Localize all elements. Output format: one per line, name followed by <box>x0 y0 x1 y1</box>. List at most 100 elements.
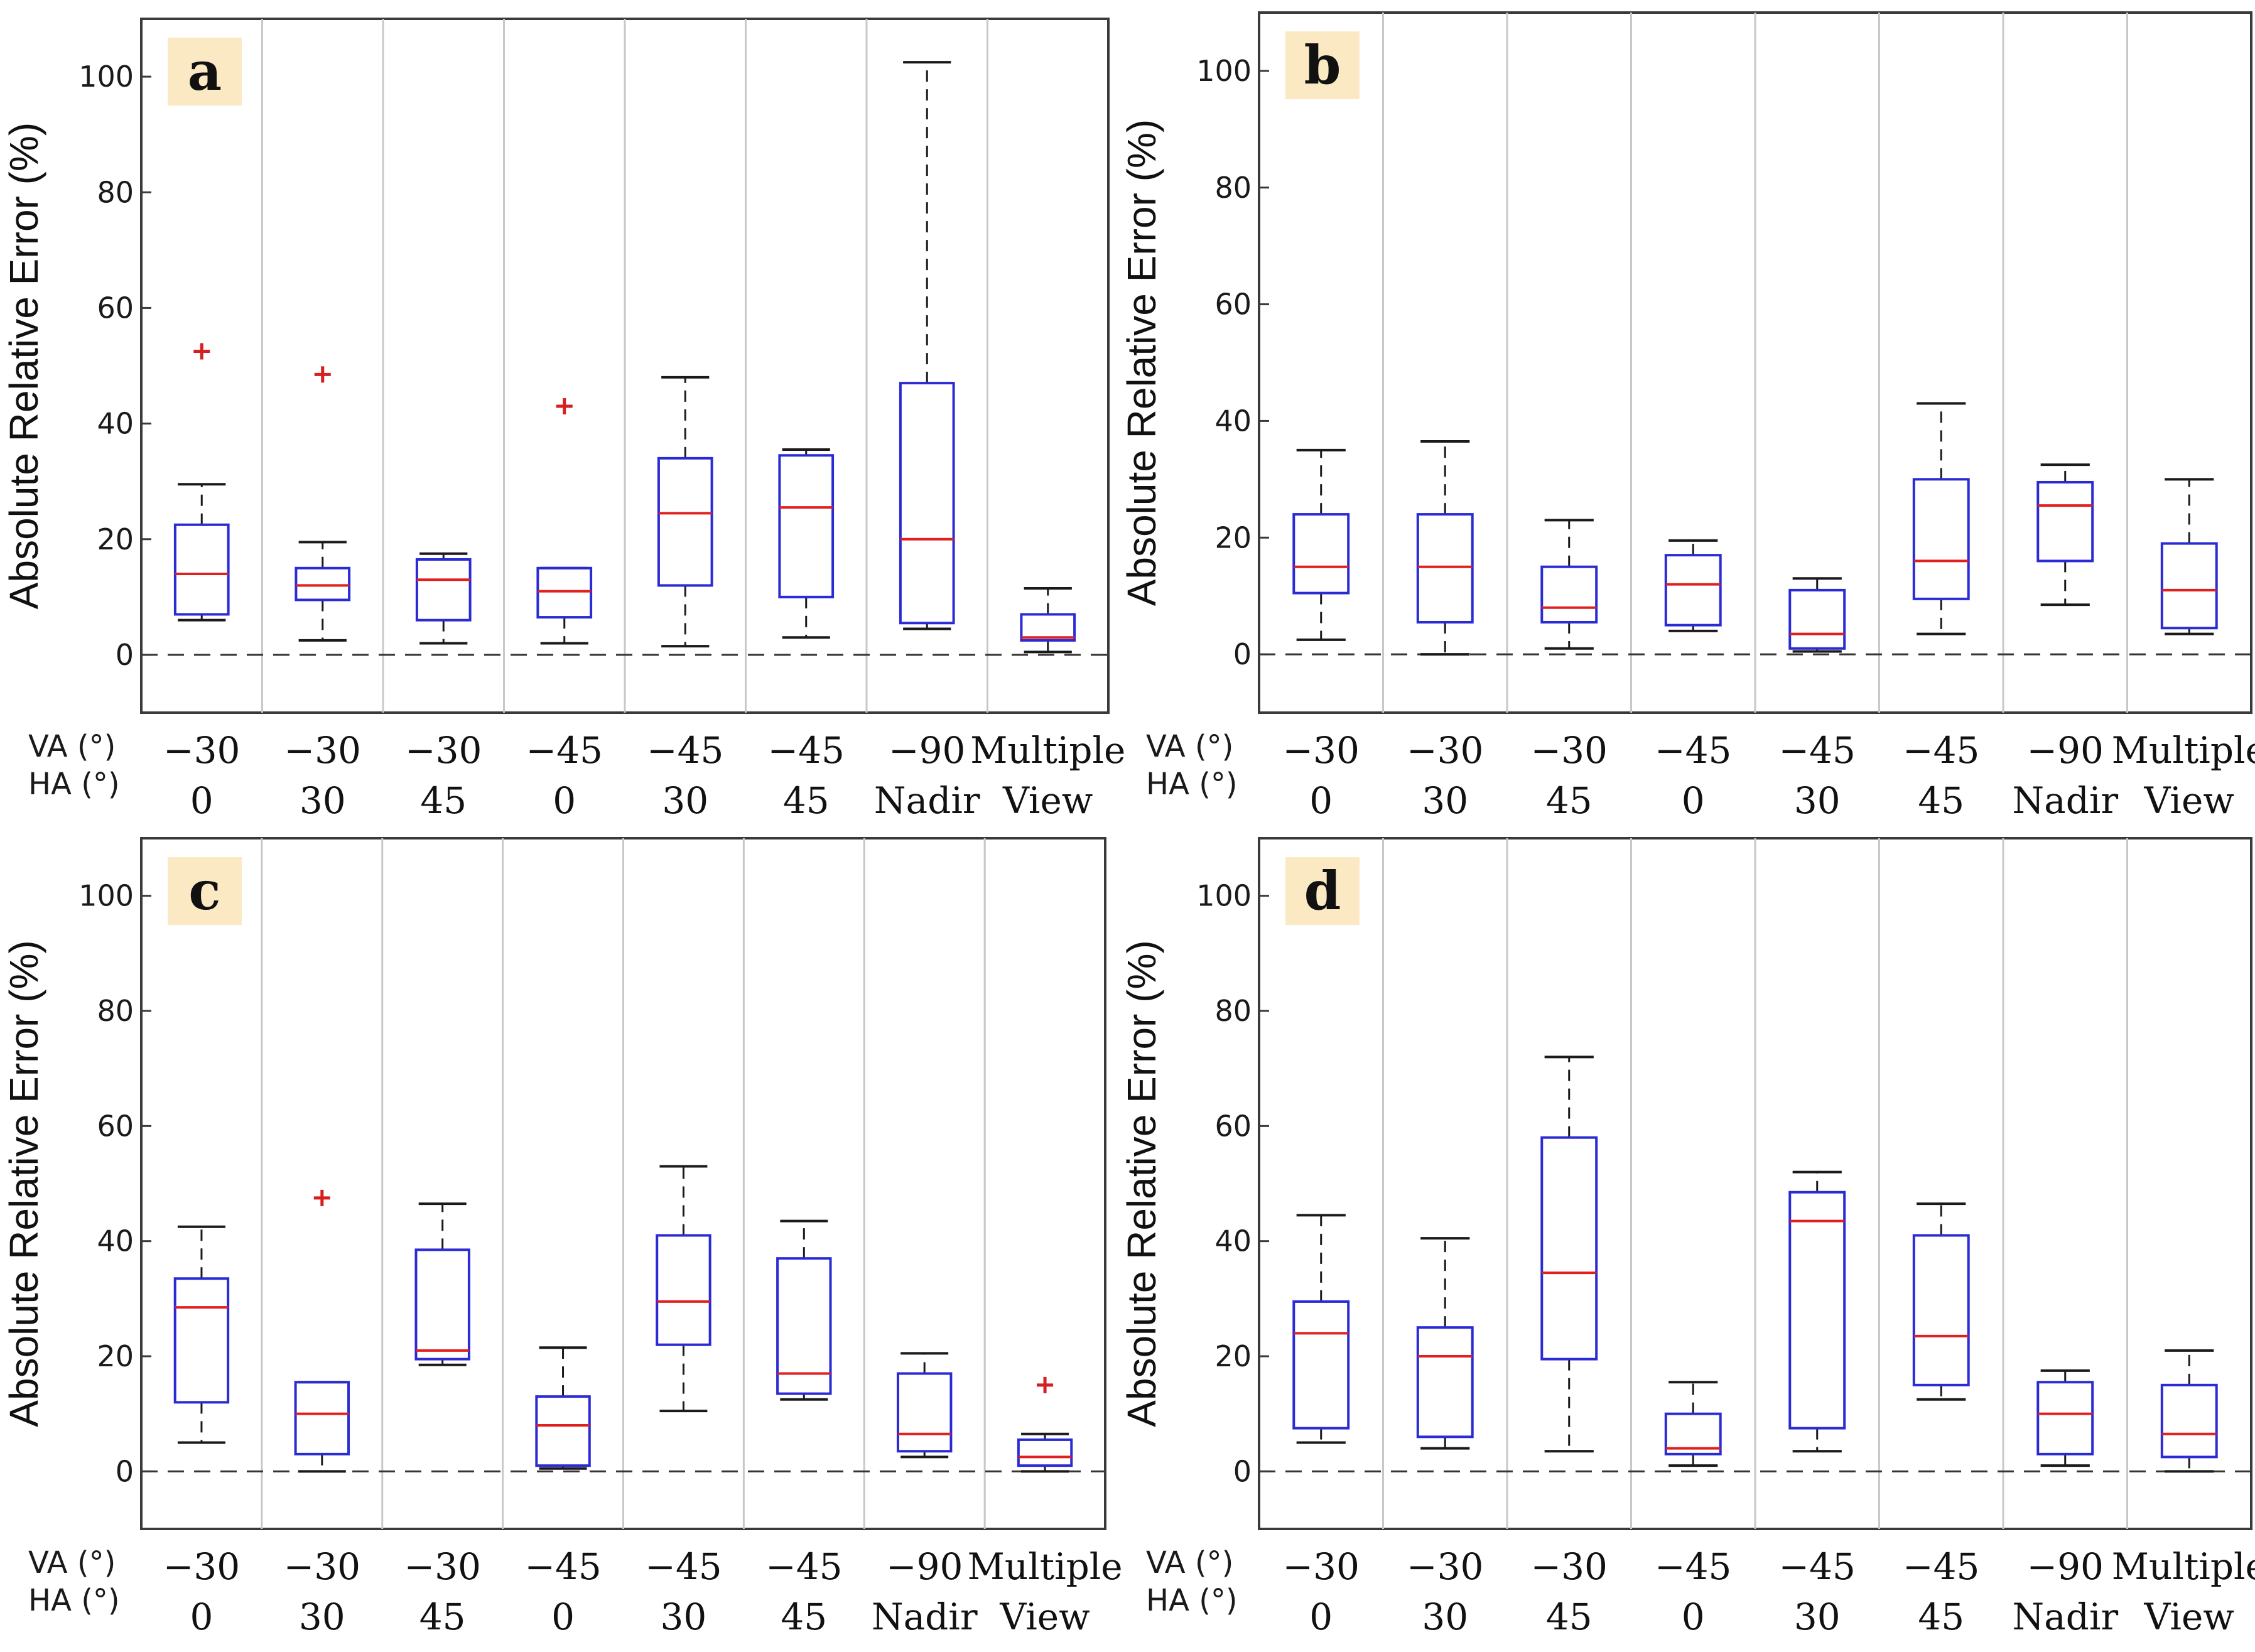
category-va-label: −30 <box>404 1545 480 1588</box>
y-tick-label: 80 <box>97 994 134 1028</box>
y-tick-label: 100 <box>1196 879 1252 913</box>
category-va-label: −45 <box>524 1545 601 1588</box>
box-iqr <box>1292 513 1350 595</box>
category-va-label: −45 <box>1655 1545 1731 1588</box>
category-va-label: −30 <box>1531 1545 1608 1588</box>
box-iqr <box>1664 554 1722 627</box>
y-axis-label: Absolute Relative Error (%) <box>1 122 46 609</box>
category-ha-label: 0 <box>1682 779 1705 822</box>
category-ha-label: View <box>2144 779 2234 822</box>
panel-label: a <box>188 40 222 102</box>
y-tick-label: 0 <box>1233 637 1252 671</box>
box-iqr <box>1788 1190 1846 1430</box>
category-va-label: −30 <box>163 729 240 772</box>
panel-c: 0 20 40 60 80 100 Absolute Relative Error (%) c… <box>1 837 1123 1638</box>
box-iqr <box>1540 1136 1598 1361</box>
box-iqr <box>2160 542 2218 630</box>
box-iqr <box>535 1395 591 1467</box>
category-va-label: −30 <box>284 729 361 772</box>
panel-d: 0 20 40 60 80 100 Absolute Relative Error (%) d… <box>1119 837 2255 1638</box>
y-tick-label: 60 <box>97 1109 134 1143</box>
va-row-label: VA (°) <box>1146 1545 1233 1580</box>
category-ha-label: 0 <box>190 1595 213 1638</box>
box-iqr <box>1020 613 1076 642</box>
category-va-label: Multiple <box>2112 1545 2255 1588</box>
category-va-label: −45 <box>1655 729 1731 772</box>
category-ha-label: 30 <box>299 1595 345 1638</box>
category-ha-label: 0 <box>553 779 576 822</box>
outlier-marker <box>193 343 210 360</box>
y-axis-label: Absolute Relative Error (%) <box>1 940 46 1427</box>
category-ha-label: 45 <box>783 779 830 822</box>
outlier-marker <box>313 1189 330 1206</box>
category-ha-label: 0 <box>1309 779 1333 822</box>
category-va-label: Multiple <box>967 1545 1122 1588</box>
category-va-label: −90 <box>886 1545 963 1588</box>
box-iqr <box>414 1248 470 1361</box>
y-tick-label: 20 <box>1214 1339 1252 1373</box>
category-va-label: −45 <box>1903 729 1979 772</box>
category-ha-label: 45 <box>781 1595 827 1638</box>
y-tick-label: 20 <box>1214 521 1252 554</box>
y-tick-label: 60 <box>1214 288 1252 321</box>
box-iqr <box>896 1372 953 1453</box>
box-iqr <box>2160 1383 2218 1459</box>
category-va-label: −45 <box>1779 1545 1856 1588</box>
panel-b: 0 20 40 60 80 100 Absolute Relative Error (%) b… <box>1119 11 2255 822</box>
category-va-label: −45 <box>1903 1545 1979 1588</box>
category-ha-label: 0 <box>1682 1595 1705 1638</box>
category-va-label: −45 <box>647 729 723 772</box>
y-tick-label: 20 <box>97 1339 134 1373</box>
category-va-label: −30 <box>1283 729 1360 772</box>
category-ha-label: View <box>2144 1595 2234 1638</box>
va-row-label: VA (°) <box>28 729 116 764</box>
y-tick-label: 60 <box>1214 1109 1252 1143</box>
category-ha-label: 30 <box>662 779 708 822</box>
y-tick-label: 40 <box>1214 404 1252 438</box>
category-va-label: Multiple <box>2112 729 2255 772</box>
box-iqr <box>776 1257 832 1395</box>
box-iqr <box>656 1234 711 1346</box>
box-iqr <box>1540 565 1598 624</box>
box-iqr <box>1292 1300 1350 1430</box>
category-va-label: −30 <box>1283 1545 1360 1588</box>
box-iqr <box>2036 480 2094 563</box>
y-tick-label: 40 <box>97 1224 134 1258</box>
category-ha-label: Nadir <box>2012 779 2118 822</box>
category-va-label: −90 <box>2027 1545 2104 1588</box>
category-ha-label: View <box>999 1595 1090 1638</box>
y-tick-label: 40 <box>1214 1224 1252 1258</box>
y-tick-label: 100 <box>78 60 134 94</box>
panel-a: 0 20 40 60 80 100 Absolute Relative Error (%) a… <box>1 18 1125 822</box>
box-iqr <box>1912 1234 1970 1386</box>
category-va-label: −30 <box>163 1545 240 1588</box>
y-tick-label: 20 <box>97 522 134 556</box>
category-va-label: −30 <box>1531 729 1608 772</box>
y-axis-label: Absolute Relative Error (%) <box>1119 940 1164 1427</box>
box-iqr <box>1416 513 1474 624</box>
category-ha-label: 30 <box>661 1595 707 1638</box>
category-va-label: −30 <box>284 1545 360 1588</box>
box-iqr <box>173 523 230 616</box>
category-ha-label: View <box>1002 779 1093 822</box>
category-ha-label: 30 <box>1794 1595 1841 1638</box>
category-va-label: Multiple <box>970 729 1125 772</box>
outlier-marker <box>556 397 573 414</box>
panel-label: b <box>1304 34 1341 96</box>
panel-label-badge <box>168 857 242 925</box>
category-va-label: −45 <box>1779 729 1856 772</box>
category-va-label: −30 <box>1407 1545 1483 1588</box>
outlier-marker <box>314 366 331 383</box>
category-ha-label: Nadir <box>874 779 980 822</box>
category-va-label: −45 <box>645 1545 722 1588</box>
ha-row-label: HA (°) <box>28 1583 120 1618</box>
ha-row-label: HA (°) <box>1146 767 1238 802</box>
box-iqr <box>899 382 955 625</box>
va-row-label: VA (°) <box>1146 729 1233 764</box>
y-tick-label: 80 <box>1214 994 1252 1028</box>
category-va-label: −30 <box>405 729 482 772</box>
box-iqr <box>173 1277 230 1404</box>
box-iqr <box>1017 1438 1073 1467</box>
category-va-label: −90 <box>889 729 965 772</box>
